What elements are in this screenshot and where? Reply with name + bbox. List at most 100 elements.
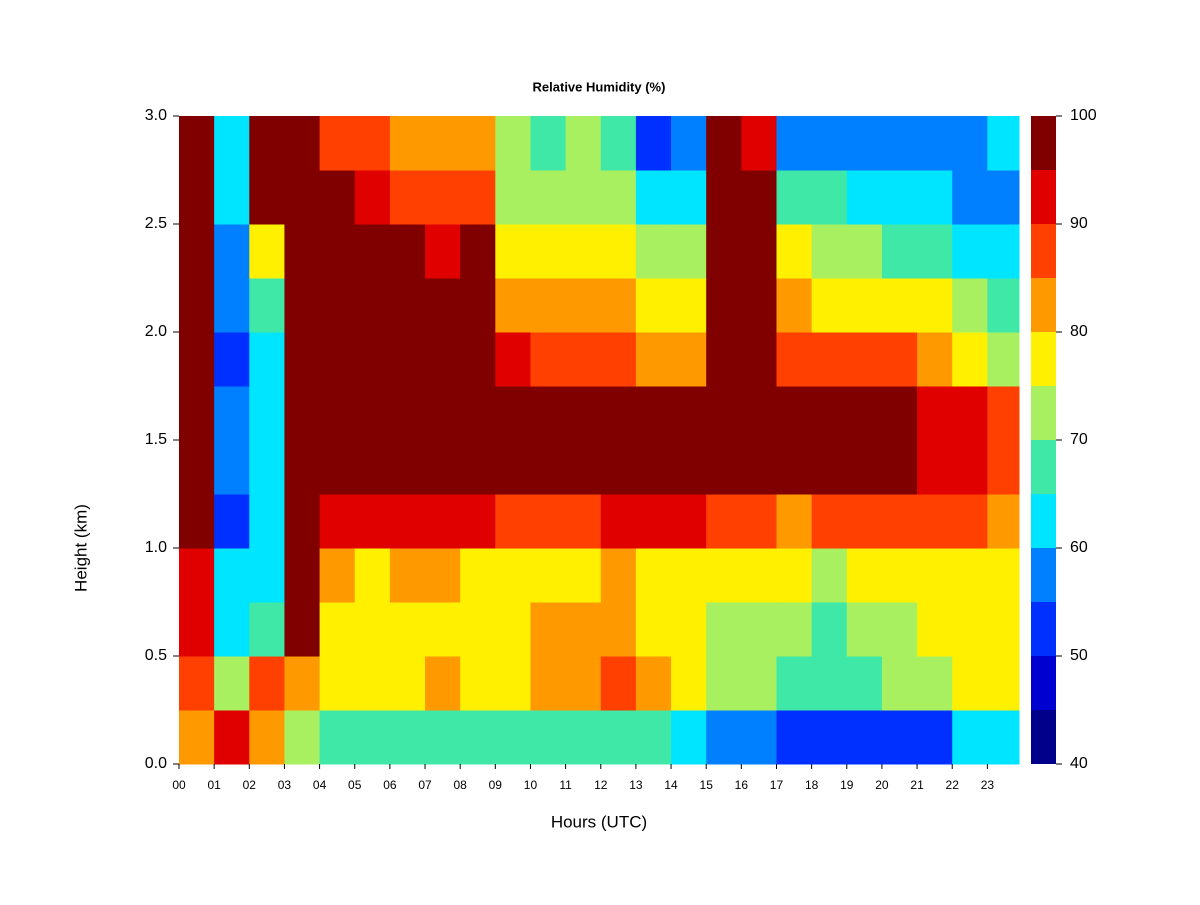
heat-cell: [671, 548, 707, 603]
heat-cell: [846, 440, 883, 495]
heat-cell: [319, 386, 356, 441]
x-tick-label: 13: [629, 778, 643, 792]
heat-cell: [389, 170, 426, 225]
heat-cell: [319, 710, 356, 765]
colorbar-swatch: [1031, 494, 1056, 548]
heat-cell: [179, 440, 215, 495]
heat-cell: [179, 224, 215, 279]
heat-cell: [706, 224, 742, 279]
heat-cell: [530, 332, 567, 387]
heat-cell: [179, 116, 215, 171]
heat-cell: [460, 494, 496, 549]
heat-cell: [741, 602, 777, 657]
heat-cell: [881, 170, 918, 225]
heat-cell: [952, 278, 988, 333]
colorbar-tick-label: 100: [1070, 107, 1097, 124]
heat-cell: [917, 710, 953, 765]
heat-cell: [600, 602, 637, 657]
heat-cell: [987, 116, 1020, 171]
heat-cell: [952, 494, 988, 549]
y-axis-label: Height (km): [71, 504, 90, 592]
y-tick-label: 3.0: [145, 107, 167, 124]
heat-cell: [565, 710, 602, 765]
heat-cell: [776, 440, 813, 495]
x-tick-label: 14: [664, 778, 678, 792]
heat-cell: [565, 548, 602, 603]
heat-cell: [460, 386, 496, 441]
heat-cell: [917, 332, 953, 387]
x-tick-label: 05: [348, 778, 362, 792]
heat-cell: [530, 710, 567, 765]
heat-cell: [284, 278, 321, 333]
heat-cell: [530, 386, 567, 441]
x-tick-label: 16: [735, 778, 749, 792]
heat-cell: [179, 170, 215, 225]
heat-cell: [811, 710, 848, 765]
heat-cell: [881, 278, 918, 333]
colorbar-swatch: [1031, 170, 1056, 224]
heat-cell: [179, 494, 215, 549]
colorbar-tick-label: 80: [1070, 323, 1088, 340]
heat-cell: [600, 332, 637, 387]
heat-cell: [354, 278, 391, 333]
heat-cell: [284, 332, 321, 387]
heat-cell: [635, 710, 672, 765]
heat-cell: [319, 494, 356, 549]
heat-cell: [284, 602, 321, 657]
heat-cell: [565, 656, 602, 711]
heat-cell: [811, 332, 848, 387]
heat-cell: [741, 548, 777, 603]
colorbar-tick-label: 70: [1070, 431, 1088, 448]
heat-cell: [495, 386, 531, 441]
heat-cell: [671, 224, 707, 279]
heat-cell: [600, 440, 637, 495]
heat-cell: [530, 440, 567, 495]
heat-cell: [249, 710, 285, 765]
heat-cell: [179, 656, 215, 711]
x-tick-label: 04: [313, 778, 327, 792]
heat-cell: [249, 170, 285, 225]
heat-cell: [565, 332, 602, 387]
heat-cell: [706, 386, 742, 441]
heat-cell: [565, 494, 602, 549]
heat-cell: [952, 116, 988, 171]
heat-cell: [425, 656, 461, 711]
heat-cell: [671, 116, 707, 171]
heat-cell: [354, 656, 391, 711]
heat-cell: [987, 386, 1020, 441]
heat-cell: [214, 494, 250, 549]
y-tick-label: 2.5: [145, 215, 167, 232]
heat-cell: [600, 170, 637, 225]
heat-cell: [881, 224, 918, 279]
heat-cell: [284, 386, 321, 441]
heat-cell: [635, 494, 672, 549]
heat-cell: [354, 332, 391, 387]
heat-cell: [495, 224, 531, 279]
heat-cell: [460, 710, 496, 765]
heat-cell: [354, 116, 391, 171]
heat-cell: [917, 440, 953, 495]
heat-cell: [881, 494, 918, 549]
colorbar-swatch: [1031, 386, 1056, 440]
heat-cell: [987, 278, 1020, 333]
heat-cell: [635, 602, 672, 657]
heat-cell: [565, 224, 602, 279]
heat-cell: [881, 548, 918, 603]
heat-cell: [706, 494, 742, 549]
heat-cell: [917, 386, 953, 441]
x-tick-label: 08: [453, 778, 467, 792]
heat-cell: [530, 224, 567, 279]
heat-cell: [846, 548, 883, 603]
heat-cell: [635, 224, 672, 279]
chart-title: Relative Humidity (%): [533, 79, 666, 94]
heat-cell: [811, 116, 848, 171]
heat-cell: [530, 494, 567, 549]
heat-cell: [811, 602, 848, 657]
heat-cell: [214, 656, 250, 711]
heat-cell: [319, 548, 356, 603]
heat-cell: [776, 602, 813, 657]
heat-cell: [811, 278, 848, 333]
heat-cell: [425, 710, 461, 765]
